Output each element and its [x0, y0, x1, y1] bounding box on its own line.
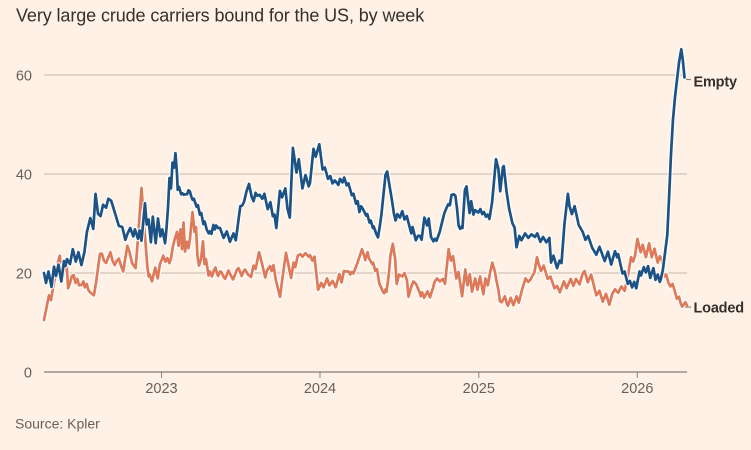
svg-text:2026: 2026: [621, 381, 653, 397]
svg-text:40: 40: [16, 167, 32, 183]
svg-text:2023: 2023: [145, 381, 177, 397]
svg-text:Empty: Empty: [694, 75, 737, 91]
svg-text:2024: 2024: [304, 381, 336, 397]
svg-text:2025: 2025: [463, 381, 495, 397]
svg-text:20: 20: [16, 266, 32, 282]
svg-text:Very large crude carriers boun: Very large crude carriers bound for the …: [16, 6, 425, 26]
svg-text:Loaded: Loaded: [694, 301, 744, 317]
svg-text:0: 0: [24, 365, 32, 381]
svg-text:Source: Kpler: Source: Kpler: [15, 416, 100, 432]
svg-text:60: 60: [16, 68, 32, 84]
